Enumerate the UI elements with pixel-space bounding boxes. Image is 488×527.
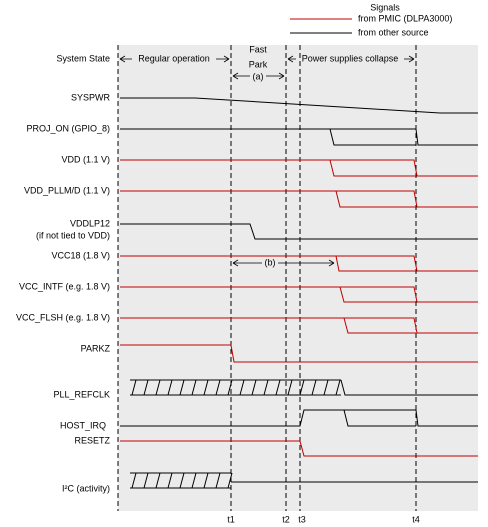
signal-label: I²C (activity) — [62, 483, 110, 493]
signal-label: HOST_IRQ — [60, 420, 106, 430]
signal-label: SYSPWR — [71, 92, 111, 102]
annotation: (b) — [265, 257, 276, 267]
signal-label: (if not tied to VDD) — [36, 230, 110, 240]
signal-label: PARKZ — [81, 343, 111, 353]
waveforms — [120, 97, 478, 483]
clock-pattern — [130, 472, 233, 489]
time-lines — [117, 45, 417, 511]
signal-label: VDD (1.1 V) — [61, 154, 110, 164]
phase-label: Power supplies collapse — [302, 53, 399, 63]
phase-label: Fast — [249, 44, 267, 54]
signal-label: VCC_FLSH (e.g. 1.8 V) — [16, 312, 110, 322]
phase-label: Regular operation — [138, 53, 210, 63]
legend-item: from PMIC (DLPA3000) — [358, 13, 452, 23]
time-label: t3 — [298, 514, 306, 524]
signal-label: VDDLP12 — [70, 218, 110, 228]
signal-label: VDD_PLLM/D (1.1 V) — [24, 185, 110, 195]
clock-edges — [130, 472, 233, 489]
background — [118, 45, 478, 511]
signal-label: VCC_INTF (e.g. 1.8 V) — [19, 281, 110, 291]
time-label: t2 — [282, 514, 290, 524]
legend-title: Signals — [370, 2, 400, 12]
time-label: t4 — [412, 514, 420, 524]
state-arrows — [119, 55, 415, 267]
signal-label: RESETZ — [74, 435, 110, 445]
signal-label: PLL_REFCLK — [53, 389, 110, 399]
signal-label: PROJ_ON (GPIO_8) — [26, 123, 110, 133]
phase-label: Park — [249, 59, 268, 69]
annotation: (a) — [253, 71, 264, 81]
clock-pattern — [130, 379, 341, 396]
row-label: System State — [56, 53, 110, 63]
time-label: t1 — [227, 514, 235, 524]
clock-edges — [130, 379, 341, 396]
legend-item: from other source — [358, 27, 429, 37]
signal-label: VCC18 (1.8 V) — [51, 250, 110, 260]
